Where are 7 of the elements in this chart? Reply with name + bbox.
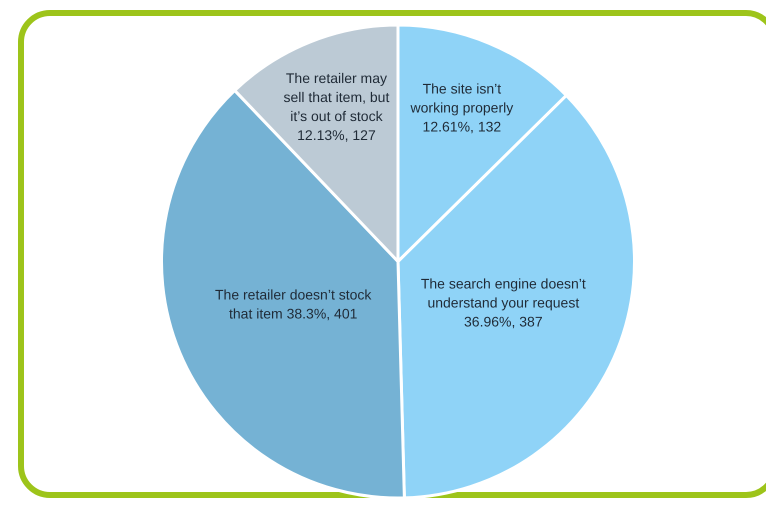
- slice-label: The site isn’t working properly: [410, 80, 514, 116]
- data-label: 36.96%, 387: [464, 314, 543, 330]
- data-label: 12.13%, 127: [297, 127, 376, 144]
- slice-label: The retailer doesn’t stock that item 38.3%, 401: [215, 286, 372, 322]
- slice-label: The search engine doesn’t understand your request: [420, 276, 586, 311]
- slice-label: The retailer may sell that item, but it’s out of stock: [284, 70, 390, 124]
- data-label: 12.61%, 132: [422, 118, 502, 135]
